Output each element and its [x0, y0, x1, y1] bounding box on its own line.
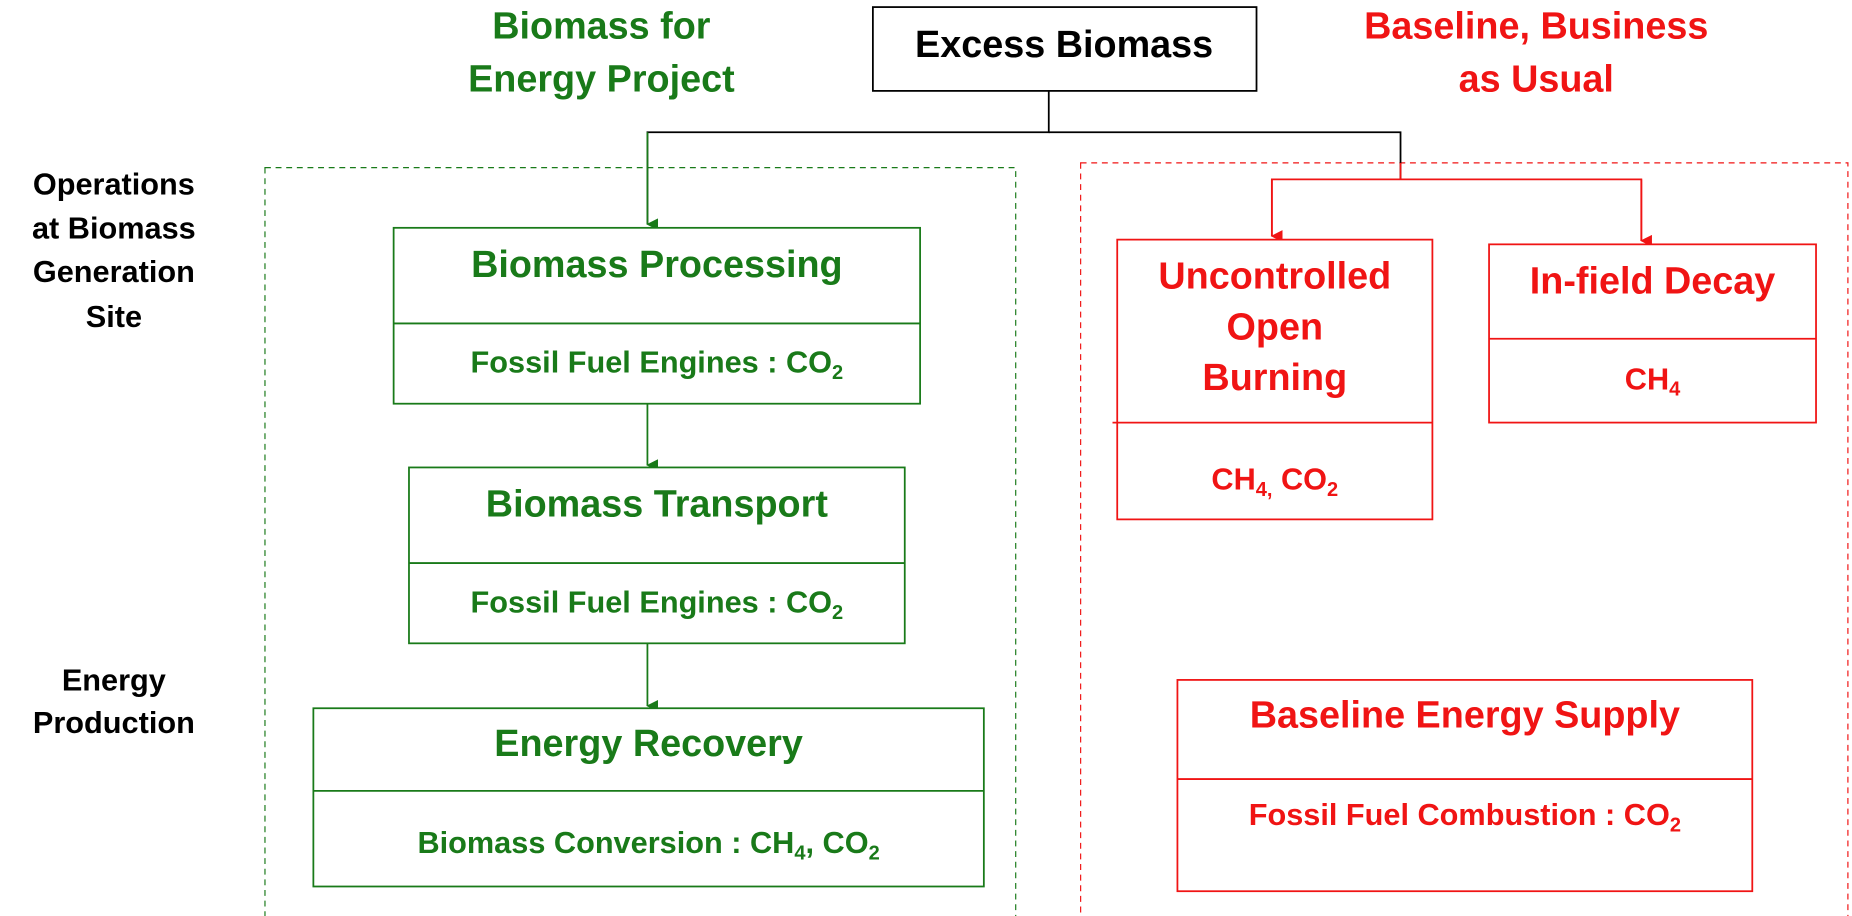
root-title: Excess Biomass	[915, 24, 1213, 66]
project-boundary	[264, 167, 1017, 916]
step-title: Biomass Processing	[471, 244, 843, 286]
detail-text: Biomass Conversion : CH	[417, 825, 794, 860]
connector	[1270, 162, 1643, 241]
step-box	[312, 707, 985, 888]
subscript: 4,	[1256, 479, 1273, 501]
step-box	[1176, 679, 1754, 893]
detail-text: CO	[1272, 462, 1327, 497]
detail-text: Fossil Fuel Engines : CO	[471, 584, 832, 619]
step-box	[1116, 238, 1434, 521]
detail-text: CH	[1211, 462, 1255, 497]
subscript: 2	[832, 602, 843, 624]
detail-text: Fossil Fuel Combustion : CO	[1249, 797, 1670, 832]
side-label: Production	[33, 705, 195, 740]
step-detail: Fossil Fuel Engines : CO2	[471, 584, 844, 624]
connector	[1048, 131, 1402, 180]
step-title: Open	[1227, 306, 1324, 348]
step-title: Uncontrolled	[1158, 256, 1391, 298]
step-detail: Biomass Conversion : CH4, CO2	[417, 825, 879, 865]
side-label: at Biomass	[32, 210, 196, 245]
side-label: Operations	[33, 167, 195, 202]
root-box	[871, 6, 1258, 92]
detail-text: Fossil Fuel Engines : CO	[471, 345, 832, 380]
subscript: 4	[794, 843, 806, 865]
subscript: 4	[1669, 379, 1681, 401]
project-heading: Biomass for	[492, 5, 711, 47]
subscript: 2	[869, 843, 880, 865]
side-label: Energy	[62, 662, 166, 697]
detail-text: CH	[1625, 361, 1669, 396]
side-label: Generation	[33, 254, 195, 289]
step-title: Biomass Transport	[486, 483, 829, 525]
step-detail: Fossil Fuel Combustion : CO2	[1249, 797, 1681, 837]
subscript: 2	[1670, 815, 1681, 837]
step-box	[1488, 243, 1817, 424]
step-detail: CH4	[1625, 361, 1681, 401]
baseline-heading: as Usual	[1459, 58, 1614, 100]
project-heading: Energy Project	[468, 58, 735, 100]
detail-text: , CO	[805, 825, 868, 860]
step-box	[408, 466, 906, 645]
subscript: 2	[1327, 479, 1338, 501]
step-detail: Fossil Fuel Engines : CO2	[471, 345, 844, 385]
step-title: Baseline Energy Supply	[1250, 695, 1680, 737]
step-detail: CH4, CO2	[1211, 462, 1338, 502]
connector	[646, 90, 1050, 225]
step-title: In-field Decay	[1530, 260, 1776, 302]
baseline-heading: Baseline, Business	[1364, 5, 1708, 47]
step-box	[392, 226, 921, 405]
side-label: Site	[86, 299, 142, 334]
baseline-boundary	[1080, 162, 1849, 916]
step-title: Burning	[1202, 357, 1347, 399]
step-title: Energy Recovery	[494, 723, 803, 765]
subscript: 2	[832, 362, 843, 384]
